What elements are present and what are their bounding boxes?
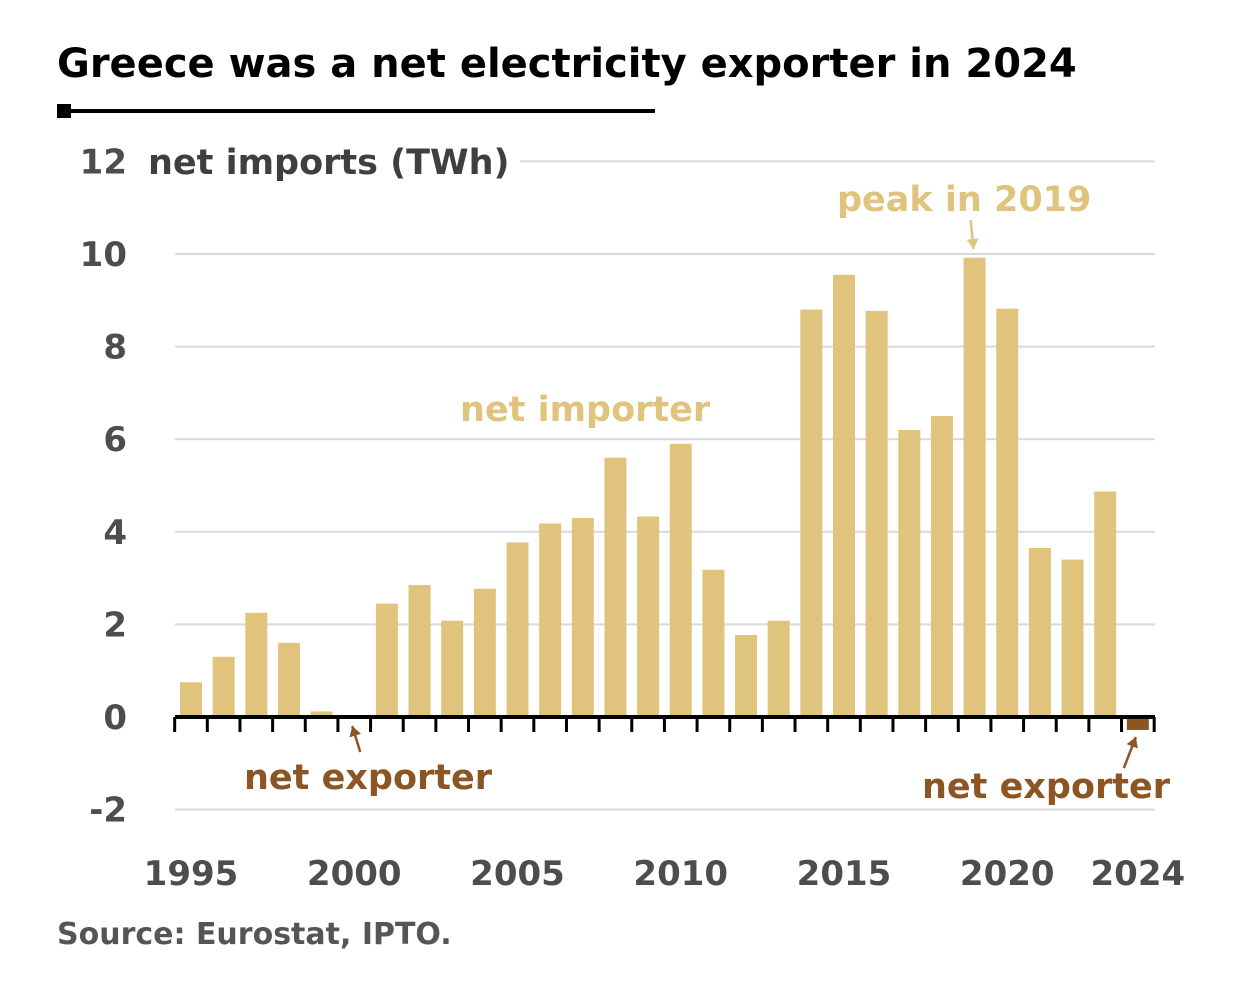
y-axis-label: net imports (TWh) bbox=[148, 143, 510, 183]
bar bbox=[996, 308, 1019, 717]
bar bbox=[930, 416, 953, 717]
bar bbox=[506, 542, 529, 717]
x-tick-label: 2020 bbox=[960, 854, 1055, 894]
bar bbox=[571, 517, 594, 717]
bar bbox=[539, 523, 562, 717]
x-axis bbox=[173, 715, 1156, 732]
y-tick-label: 0 bbox=[103, 698, 127, 738]
bar bbox=[212, 656, 235, 717]
y-tick-label: 2 bbox=[103, 605, 127, 645]
bar bbox=[277, 642, 300, 717]
arrow-head bbox=[966, 238, 979, 249]
title-underline bbox=[57, 104, 655, 118]
bar bbox=[1126, 717, 1149, 730]
annotation-net-exporter-2024: net exporter bbox=[922, 767, 1171, 807]
bar bbox=[245, 612, 268, 717]
chart-title: Greece was a net electricity exporter in… bbox=[57, 41, 1077, 87]
y-axis-ticks: 12 10 8 6 4 2 0 -2 bbox=[80, 142, 127, 830]
bar bbox=[865, 310, 888, 717]
y-tick-label: 10 bbox=[80, 235, 127, 275]
bar bbox=[1061, 559, 1084, 717]
x-tick-label: 2015 bbox=[797, 854, 892, 894]
arrow-head bbox=[349, 726, 361, 738]
bar bbox=[800, 309, 823, 717]
arrow-head bbox=[1126, 737, 1138, 749]
annotation-net-importer: net importer bbox=[460, 390, 711, 430]
annotation-peak-2019: peak in 2019 bbox=[837, 180, 1091, 220]
bar bbox=[408, 585, 431, 717]
bar bbox=[473, 588, 496, 717]
bar bbox=[604, 457, 627, 717]
arrow-net-exporter-2024 bbox=[1122, 736, 1138, 769]
bar bbox=[180, 682, 202, 717]
bar bbox=[702, 569, 725, 717]
annotation-net-exporter-2000: net exporter bbox=[244, 758, 493, 798]
bar bbox=[441, 620, 464, 717]
x-tick-label: 2000 bbox=[307, 854, 402, 894]
ylabel-background bbox=[140, 130, 520, 188]
annotations: net importer peak in 2019 net exporter n… bbox=[244, 180, 1171, 807]
bar bbox=[310, 711, 333, 717]
bar bbox=[637, 516, 660, 717]
bar bbox=[898, 429, 921, 717]
arrow-net-exporter-2000 bbox=[349, 725, 362, 753]
x-axis-tick-labels: 1995 2000 2005 2010 2015 2020 2024 bbox=[144, 854, 1185, 894]
bar bbox=[1094, 491, 1117, 717]
bar bbox=[963, 257, 986, 717]
gridlines bbox=[175, 160, 1155, 811]
bar bbox=[833, 274, 855, 717]
bar bbox=[1028, 548, 1051, 717]
x-tick-label: 2005 bbox=[470, 854, 565, 894]
y-tick-label: 12 bbox=[80, 142, 127, 182]
arrow-peak-2019 bbox=[966, 219, 979, 250]
bar bbox=[375, 603, 398, 717]
y-tick-label: 4 bbox=[103, 513, 127, 553]
x-tick-label: 2010 bbox=[633, 854, 728, 894]
y-tick-label: 8 bbox=[103, 328, 127, 368]
y-tick-label: 6 bbox=[103, 420, 127, 460]
bar bbox=[669, 443, 692, 717]
bar bbox=[735, 635, 758, 717]
y-tick-label: -2 bbox=[89, 791, 127, 831]
bar bbox=[767, 620, 790, 717]
source-note: Source: Eurostat, IPTO. bbox=[57, 917, 452, 952]
bar-series bbox=[180, 257, 1149, 730]
x-tick-label: 2024 bbox=[1091, 854, 1186, 894]
x-tick-label: 1995 bbox=[144, 854, 239, 894]
